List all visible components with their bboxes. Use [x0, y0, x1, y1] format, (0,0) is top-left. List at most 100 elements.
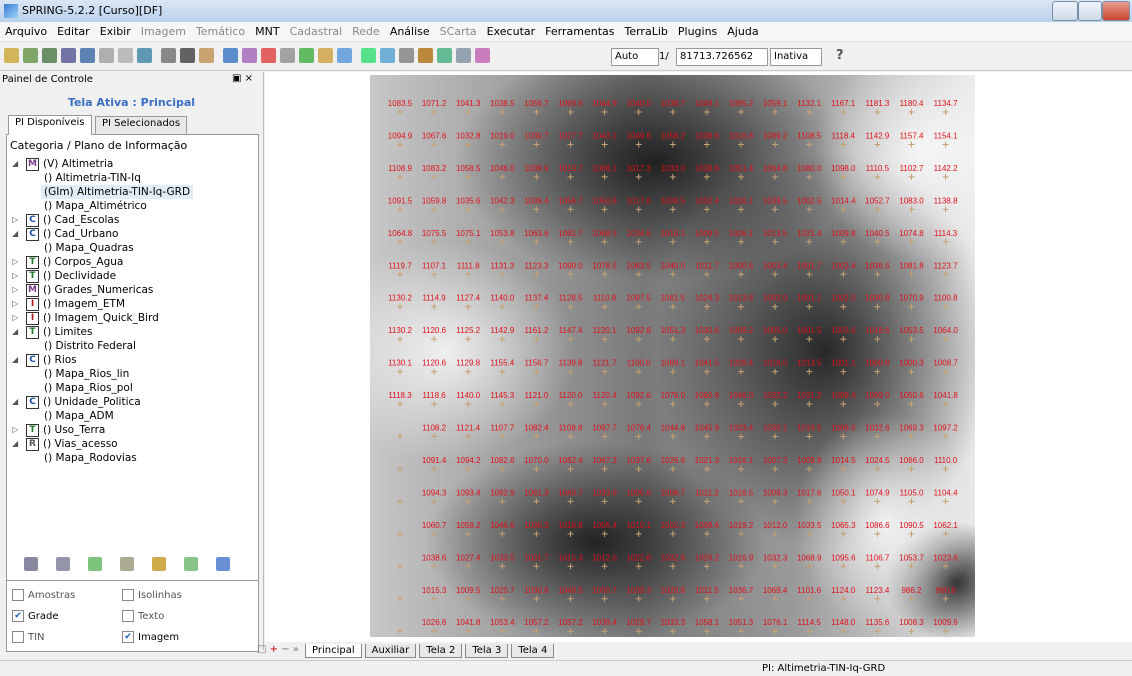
expand-arrow[interactable]: ▷ [12, 215, 18, 224]
tree-item[interactable]: M(V) Altimetria [23, 157, 116, 171]
tool-button[interactable] [223, 48, 238, 63]
tree-item[interactable]: () Mapa_Altimétrico [41, 199, 150, 213]
checkbox[interactable]: ✔ [12, 610, 24, 622]
tool-button[interactable] [99, 48, 114, 63]
maximize-button[interactable] [1078, 1, 1102, 21]
tree-item[interactable]: M() Grades_Numericas [23, 283, 156, 297]
tree-item[interactable]: T() Corpos_Agua [23, 255, 126, 269]
checkbox[interactable] [122, 610, 134, 622]
minimize-button[interactable] [1052, 1, 1078, 21]
tool-button[interactable] [23, 48, 38, 63]
expand-arrow[interactable]: ▷ [12, 257, 18, 266]
tool-button[interactable] [42, 48, 57, 63]
menu-item[interactable]: SCarta [435, 22, 482, 38]
checkbox-option[interactable]: ✔Imagem [122, 631, 179, 644]
expand-arrow[interactable]: ▷ [12, 271, 18, 280]
panel-tab[interactable]: PI Disponíveis [8, 115, 92, 135]
tool-button[interactable] [199, 48, 214, 63]
view-tab[interactable]: Tela 3 [465, 644, 508, 658]
tree-item[interactable]: () Mapa_Quadras [41, 241, 137, 255]
close-button[interactable] [1102, 1, 1130, 21]
panel-tool[interactable] [24, 557, 38, 571]
tree-item[interactable]: R() Vias_acesso [23, 437, 121, 451]
tool-button[interactable] [180, 48, 195, 63]
checkbox-option[interactable]: Isolinhas [122, 589, 182, 602]
tool-button[interactable] [118, 48, 133, 63]
panel-tool[interactable] [152, 557, 166, 571]
menu-item[interactable]: Ferramentas [540, 22, 619, 38]
panel-tool[interactable] [120, 557, 134, 571]
menu-item[interactable]: Rede [347, 22, 385, 38]
expand-arrow[interactable]: ▷ [12, 425, 18, 434]
expand-arrow[interactable]: ◢ [12, 397, 18, 406]
tree-item[interactable]: () Mapa_Rios_pol [41, 381, 136, 395]
tool-button[interactable] [437, 48, 452, 63]
checkbox-option[interactable]: Texto [122, 610, 164, 623]
tool-button[interactable] [380, 48, 395, 63]
menu-item[interactable]: Exibir [95, 22, 136, 38]
tool-button[interactable] [161, 48, 176, 63]
view-tab[interactable]: Principal [305, 644, 362, 658]
checkbox-option[interactable]: ✔Grade [12, 610, 59, 623]
view-tab[interactable]: Tela 2 [419, 644, 462, 658]
panel-tool[interactable] [184, 557, 198, 571]
tree-item[interactable]: T() Limites [23, 325, 96, 339]
view-tab[interactable]: Auxiliar [365, 644, 417, 658]
menu-item[interactable]: Executar [482, 22, 541, 38]
expand-arrow[interactable]: ▷ [12, 313, 18, 322]
menu-item[interactable]: Arquivo [0, 22, 52, 38]
tool-button[interactable] [4, 48, 19, 63]
checkbox[interactable] [12, 631, 24, 643]
panel-tool[interactable] [56, 557, 70, 571]
tree-item[interactable]: C() Cad_Escolas [23, 213, 122, 227]
tree-item[interactable]: () Mapa_Rodovias [41, 451, 140, 465]
menu-item[interactable]: Editar [52, 22, 95, 38]
expand-arrow[interactable]: ▷ [12, 299, 18, 308]
tab-nav[interactable]: □ + − » [257, 644, 299, 655]
checkbox[interactable] [122, 589, 134, 601]
tool-button[interactable] [361, 48, 376, 63]
menu-item[interactable]: Ajuda [722, 22, 763, 38]
checkbox-option[interactable]: TIN [12, 631, 45, 644]
menu-item[interactable]: Análise [385, 22, 435, 38]
expand-arrow[interactable]: ◢ [12, 159, 18, 168]
menu-item[interactable]: Plugins [673, 22, 722, 38]
expand-arrow[interactable]: ◢ [12, 327, 18, 336]
tree-item[interactable]: (GIm) Altimetria-TIN-Iq-GRD [41, 185, 193, 199]
expand-arrow[interactable]: ◢ [12, 229, 18, 238]
tree-item[interactable]: () Mapa_Rios_lin [41, 367, 132, 381]
tree-item[interactable]: T() Uso_Terra [23, 423, 108, 437]
panel-tool[interactable] [88, 557, 102, 571]
tool-button[interactable] [337, 48, 352, 63]
tool-button[interactable] [299, 48, 314, 63]
expand-arrow[interactable]: ◢ [12, 355, 18, 364]
scale-value[interactable]: 81713.726562 [676, 48, 768, 66]
menu-item[interactable]: Temático [191, 22, 250, 38]
tree-item[interactable]: () Mapa_ADM [41, 409, 117, 423]
menu-item[interactable]: Imagem [136, 22, 191, 38]
tool-button[interactable] [318, 48, 333, 63]
tree-item[interactable]: T() Declividade [23, 269, 119, 283]
tool-button[interactable] [137, 48, 152, 63]
tree-item[interactable]: C() Cad_Urbano [23, 227, 121, 241]
tool-button[interactable] [261, 48, 276, 63]
tool-button[interactable] [456, 48, 471, 63]
panel-tab[interactable]: PI Selecionados [95, 116, 187, 134]
tool-button[interactable] [80, 48, 95, 63]
panel-tool[interactable] [216, 557, 230, 571]
state-selector[interactable]: Inativa [770, 48, 822, 66]
tree-item[interactable]: C() Rios [23, 353, 80, 367]
tree-item[interactable]: () Altimetria-TIN-Iq [41, 171, 144, 185]
menu-item[interactable]: MNT [250, 22, 284, 38]
checkbox[interactable] [12, 589, 24, 601]
menu-item[interactable]: Cadastral [285, 22, 348, 38]
tool-button[interactable] [280, 48, 295, 63]
tree-item[interactable]: () Distrito Federal [41, 339, 139, 353]
tool-button[interactable] [61, 48, 76, 63]
tree-item[interactable]: I() Imagem_Quick_Bird [23, 311, 162, 325]
panel-buttons[interactable]: ▣ × [232, 73, 253, 84]
expand-arrow[interactable]: ▷ [12, 285, 18, 294]
view-tab[interactable]: Tela 4 [511, 644, 554, 658]
scale-mode[interactable]: Auto [611, 48, 659, 66]
tree-item[interactable]: C() Unidade_Politica [23, 395, 144, 409]
